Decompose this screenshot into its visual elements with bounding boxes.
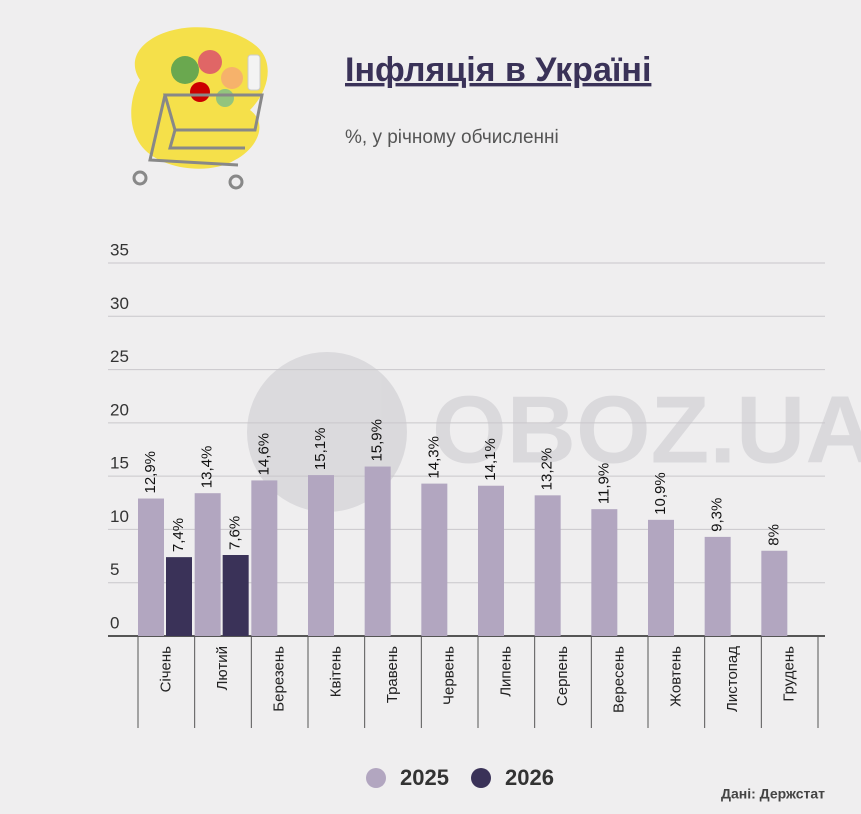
bar — [591, 509, 618, 636]
illustration — [131, 27, 268, 190]
x-tick-label: Березень — [271, 646, 288, 712]
value-label: 14,1% — [482, 438, 499, 481]
value-label: 9,3% — [709, 498, 726, 532]
chart-subtitle: %, у річному обчисленні — [345, 127, 559, 148]
bar — [421, 483, 448, 636]
value-label: 13,4% — [199, 446, 216, 489]
y-tick-label: 30 — [110, 294, 129, 313]
value-label: 8% — [765, 524, 782, 546]
value-label: 7,6% — [227, 516, 244, 550]
bar — [222, 555, 249, 636]
value-label: 7,4% — [170, 518, 187, 552]
y-tick-label: 10 — [110, 507, 129, 526]
watermark-group: OBOZ.UA — [247, 352, 861, 512]
x-tick-label: Листопад — [724, 646, 741, 712]
x-tick-label: Серпень — [554, 646, 571, 706]
value-label: 13,2% — [539, 448, 556, 491]
y-tick-label: 35 — [110, 240, 129, 259]
value-label: 15,9% — [369, 419, 386, 462]
x-tick-label: Лютий — [214, 646, 231, 690]
bar — [364, 466, 391, 636]
y-tick-label: 15 — [110, 454, 129, 473]
bar — [166, 557, 192, 636]
bar — [478, 485, 504, 636]
legend-label: 2026 — [505, 765, 554, 790]
x-tick-label: Вересень — [611, 646, 628, 713]
bar — [138, 498, 164, 636]
y-tick-label: 20 — [110, 400, 129, 419]
value-label: 12,9% — [142, 451, 159, 494]
value-label: 10,9% — [652, 472, 669, 515]
x-tick-label: Липень — [497, 646, 514, 697]
x-tick-label: Січень — [157, 646, 174, 693]
legend-marker — [471, 768, 491, 788]
value-label: 14,3% — [425, 436, 442, 479]
chart-title: Інфляція в Україні — [345, 51, 651, 89]
legend-label: 2025 — [400, 765, 449, 790]
value-label: 11,9% — [595, 463, 612, 504]
bar — [648, 519, 674, 636]
x-tick-label: Травень — [384, 646, 401, 703]
bar — [251, 480, 278, 636]
x-tick-label: Жовтень — [667, 646, 684, 707]
value-label: 15,1% — [312, 428, 329, 471]
bar — [761, 550, 788, 636]
bar — [704, 536, 731, 636]
bar — [534, 495, 561, 636]
y-tick-label: 5 — [110, 560, 119, 579]
x-tick-label: Грудень — [781, 646, 798, 702]
x-tick-label: Червень — [441, 646, 458, 705]
legend-marker — [366, 768, 386, 788]
y-tick-label: 25 — [110, 347, 129, 366]
watermark: OBOZ.UA — [432, 376, 861, 483]
bar — [308, 475, 334, 636]
value-label: 14,6% — [255, 433, 272, 476]
y-tick-label: 0 — [110, 613, 119, 632]
x-tick-label: Квітень — [327, 646, 344, 697]
source: Дані: Держстат — [721, 786, 825, 802]
bar — [194, 493, 221, 636]
